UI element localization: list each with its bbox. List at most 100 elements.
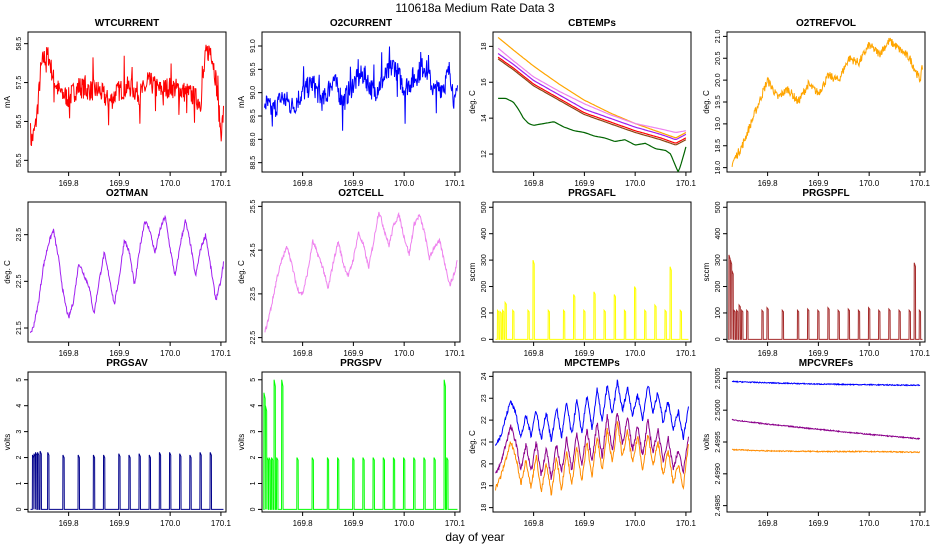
plot-frame	[27, 201, 227, 343]
x-tick-label: 169.9	[574, 349, 595, 358]
y-tick-label: 56.5	[16, 115, 23, 129]
y-tick-label: 89.0	[250, 132, 257, 146]
y-tick-label: 500	[481, 201, 488, 213]
chart-title: PRGSPV	[340, 358, 382, 369]
x-tick-label: 170.0	[859, 519, 880, 528]
plot-area	[495, 379, 689, 496]
y-tick-label: 0	[250, 507, 257, 511]
y-tick-label: 5	[250, 378, 257, 382]
y-tick-label: 100	[715, 307, 722, 319]
y-tick-label: 5	[16, 378, 23, 382]
plot-area	[30, 44, 224, 147]
plot-area	[495, 259, 689, 340]
y-tick-label: 2.5005	[715, 368, 722, 390]
y-axis-label: mA	[3, 95, 12, 108]
x-tick-label: 170.1	[676, 349, 697, 358]
plot-area	[728, 254, 923, 340]
x-tick-label: 170.0	[160, 349, 181, 358]
x-tick-label: 169.8	[758, 349, 779, 358]
y-tick-label: 57.5	[16, 76, 23, 90]
y-axis-label: sccm	[702, 262, 711, 281]
plot-frame	[261, 201, 461, 343]
chart-panel-wtcurrent: WTCURRENT mA 169.8 169.9 170.0 170.1 55.5 56.5 5…	[3, 18, 231, 188]
x-tick-label: 170.0	[160, 179, 181, 188]
series-O2CURRENT	[264, 46, 458, 131]
chart-title: CBTEMPs	[568, 18, 616, 29]
y-tick-label: 2	[16, 456, 23, 460]
plot-area	[30, 450, 224, 510]
plot-frame	[726, 31, 926, 173]
y-tick-label: 23	[481, 394, 488, 402]
y-tick-label: 55.5	[16, 153, 23, 167]
chart-panel-o2tcell: O2TCELL deg. C 169.8 169.9 170.0 170.1 22.5 23.…	[237, 188, 465, 358]
y-tick-label: 90.5	[250, 62, 257, 76]
x-tick-label: 170.0	[394, 349, 415, 358]
series-orange	[497, 36, 687, 139]
chart-panel-mpctemps: MPCTEMPs deg. C 169.8 169.9 170.0 170.1 18 19 20…	[468, 358, 696, 528]
chart-panel-o2trefvol: O2TREFVOL deg. C 169.8 169.9 170.0 170.1 18.0 1…	[702, 18, 930, 188]
plot-frame	[726, 371, 926, 513]
y-tick-label: 16	[481, 78, 488, 86]
y-tick-label: 58.5	[16, 37, 23, 51]
y-tick-label: 2.4990	[715, 463, 722, 485]
series-blue	[731, 380, 921, 387]
y-axis-label: volts	[3, 434, 12, 450]
y-tick-label: 3	[250, 430, 257, 434]
y-tick-label: 12	[481, 150, 488, 158]
chart-panel-prgspfl: PRGSPFL sccm 169.8 169.9 170.0 170.1 0 100 200 30…	[702, 188, 930, 358]
series-PRGSAFL	[495, 259, 689, 340]
y-tick-label: 2.5000	[715, 399, 722, 421]
x-tick-label: 169.9	[343, 519, 364, 528]
series-violet	[497, 47, 687, 134]
plot-area	[30, 214, 224, 334]
x-tick-label: 170.0	[859, 179, 880, 188]
x-tick-label: 170.1	[676, 179, 697, 188]
chart-title: PRGSAV	[106, 358, 148, 369]
y-axis-label: mA	[237, 95, 246, 108]
y-tick-label: 100	[481, 307, 488, 319]
plot-area	[731, 380, 921, 454]
plot-frame	[492, 371, 692, 513]
y-tick-label: 19.5	[715, 95, 722, 109]
chart-title: O2TCELL	[338, 188, 384, 199]
plot-area	[264, 211, 458, 333]
y-axis-label: volts	[237, 434, 246, 450]
plot-area	[264, 46, 458, 131]
y-axis-label: volts	[702, 434, 711, 450]
y-tick-label: 3	[16, 430, 23, 434]
x-tick-label: 169.8	[59, 179, 80, 188]
series-PRGSAV	[30, 450, 224, 510]
figure-x-axis-label: day of year	[445, 530, 505, 544]
y-tick-label: 19.0	[715, 117, 722, 131]
y-tick-label: 18.5	[715, 139, 722, 153]
x-tick-label: 169.8	[524, 179, 545, 188]
x-tick-label: 170.1	[910, 349, 931, 358]
x-tick-label: 170.0	[160, 519, 181, 528]
plot-frame	[492, 201, 692, 343]
y-tick-label: 18	[481, 42, 488, 50]
y-tick-label: 18.0	[715, 161, 722, 175]
x-tick-label: 170.0	[394, 179, 415, 188]
x-tick-label: 170.1	[211, 349, 232, 358]
x-tick-label: 170.1	[910, 179, 931, 188]
chart-title: MPCVREFs	[799, 358, 854, 369]
y-tick-label: 1	[250, 481, 257, 485]
series-purple	[495, 412, 689, 480]
y-tick-label: 200	[715, 281, 722, 293]
x-tick-label: 169.8	[293, 519, 314, 528]
series-red	[497, 56, 687, 144]
y-tick-label: 0	[481, 337, 488, 341]
series-O2TREFVOL	[731, 37, 923, 167]
y-axis-label: sccm	[468, 262, 477, 281]
plot-frame	[27, 371, 227, 513]
y-tick-label: 300	[481, 254, 488, 266]
x-tick-label: 170.1	[445, 179, 466, 188]
series-PRGSPV	[263, 379, 458, 510]
chart-panel-prgsafl: PRGSAFL sccm 169.8 169.9 170.0 170.1 0 100 200 30…	[468, 188, 696, 358]
x-tick-label: 169.9	[109, 179, 130, 188]
y-tick-label: 200	[481, 281, 488, 293]
series-purple	[497, 53, 687, 141]
y-tick-label: 20	[481, 460, 488, 468]
x-tick-label: 169.8	[59, 349, 80, 358]
